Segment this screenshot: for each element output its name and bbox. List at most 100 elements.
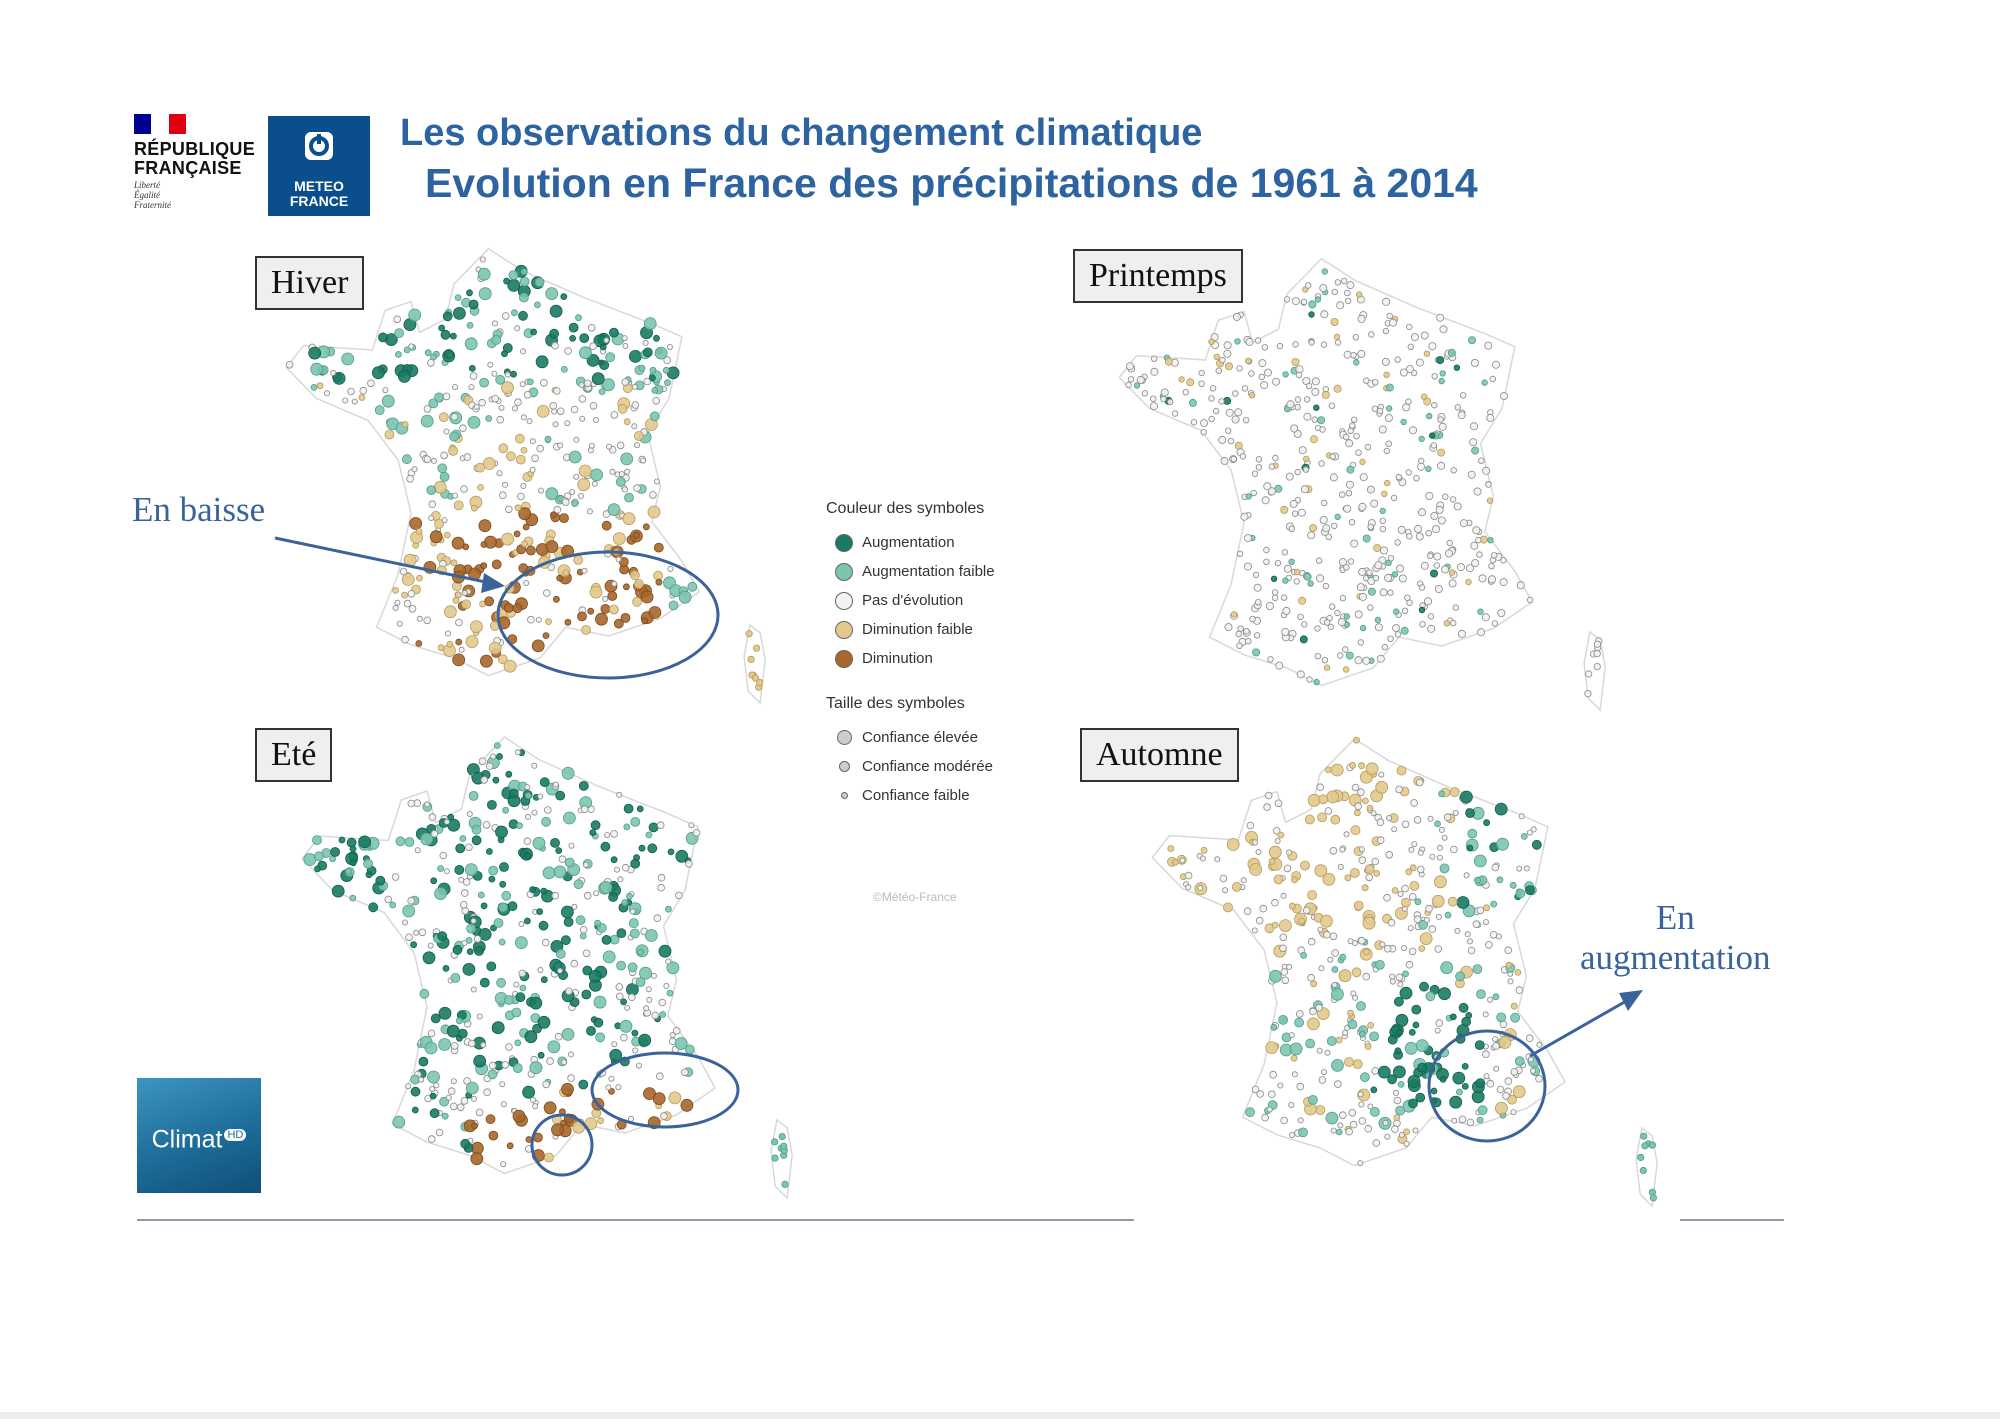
station-dot <box>491 370 498 377</box>
station-dot <box>480 776 489 784</box>
station-dot <box>473 935 482 943</box>
station-dot <box>1449 787 1460 797</box>
station-dot <box>443 605 457 619</box>
station-dot <box>1399 368 1408 377</box>
station-dot <box>1387 589 1394 596</box>
station-dot <box>545 487 559 501</box>
station-dot <box>1311 377 1320 386</box>
station-dot <box>1403 1128 1410 1136</box>
station-dot <box>1409 864 1417 872</box>
station-dot <box>1474 876 1481 884</box>
station-dot <box>653 570 663 581</box>
station-dot <box>526 545 536 556</box>
station-dot <box>323 390 330 397</box>
station-dot <box>488 1130 499 1141</box>
station-dot <box>1182 389 1189 396</box>
station-dot <box>1271 594 1279 601</box>
page-title: Les observations du changement climatiqu… <box>400 112 1203 154</box>
station-dot <box>1371 1067 1379 1075</box>
station-dot <box>1255 849 1262 856</box>
station-dot <box>1244 357 1252 364</box>
station-dot <box>1398 574 1407 583</box>
station-dot <box>638 844 646 852</box>
station-dot <box>439 471 450 482</box>
station-dot <box>447 1087 456 1095</box>
legend-size-label: Confiance élevée <box>862 729 978 746</box>
station-dot <box>1419 981 1429 992</box>
station-dot <box>430 877 438 885</box>
station-dot <box>414 847 421 854</box>
winter-south-ellipse <box>496 550 720 680</box>
station-dot <box>1456 1088 1463 1096</box>
station-dot <box>1380 546 1389 555</box>
station-dot <box>1347 1009 1354 1017</box>
station-dot <box>611 580 618 587</box>
station-dot <box>1477 628 1486 637</box>
station-dot <box>1200 855 1207 862</box>
station-dot <box>1234 408 1243 417</box>
station-dot <box>645 929 658 942</box>
station-dot <box>479 256 486 263</box>
station-dot <box>1125 381 1132 389</box>
station-dot <box>428 398 439 409</box>
station-dot <box>435 1128 444 1137</box>
station-dot <box>416 574 423 582</box>
station-dot <box>578 781 589 791</box>
station-dot <box>1127 376 1135 383</box>
station-dot <box>1263 546 1270 554</box>
station-dot <box>1289 499 1298 508</box>
station-dot <box>1640 1132 1648 1140</box>
station-dot <box>1266 1106 1273 1113</box>
climat-hd-logo: Climat HD <box>137 1078 261 1193</box>
station-dot <box>508 270 519 281</box>
station-dot <box>1434 1027 1441 1034</box>
station-dot <box>658 998 667 1007</box>
station-dot <box>452 653 466 667</box>
station-dot <box>1379 517 1386 524</box>
station-dot <box>1333 333 1341 341</box>
station-dot <box>685 859 693 868</box>
station-dot <box>542 632 550 639</box>
augmentation-arrow-head <box>1619 990 1643 1011</box>
station-dot <box>1406 533 1413 540</box>
station-dot <box>1293 578 1300 585</box>
station-dot <box>1476 551 1483 558</box>
station-dot <box>443 868 450 875</box>
station-dot <box>410 941 418 949</box>
station-dot <box>1399 986 1413 1000</box>
station-dot <box>1251 1085 1260 1094</box>
station-dot <box>641 617 649 625</box>
station-dot <box>1343 504 1352 513</box>
station-dot <box>640 457 647 464</box>
station-dot <box>537 967 544 974</box>
station-dot <box>1249 615 1256 623</box>
station-dot <box>1252 648 1261 657</box>
station-dot <box>1197 884 1204 891</box>
station-dot <box>1466 1118 1475 1127</box>
station-dot <box>465 843 473 852</box>
station-dot <box>582 965 593 976</box>
station-dot <box>609 934 620 945</box>
station-dot <box>578 464 592 478</box>
station-dot <box>1331 949 1339 957</box>
station-dot <box>310 383 318 391</box>
station-dot <box>1420 561 1429 570</box>
station-dot <box>531 809 538 816</box>
station-dot <box>1411 841 1418 848</box>
station-dot <box>1364 1043 1372 1050</box>
station-dot <box>511 309 518 317</box>
station-dot <box>505 1043 513 1051</box>
station-dot <box>1337 863 1344 870</box>
station-dot <box>1258 373 1265 381</box>
station-dot <box>643 377 652 386</box>
legend-color-swatch <box>835 533 853 552</box>
station-dot <box>285 360 294 369</box>
station-dot <box>439 1096 450 1107</box>
station-dot <box>1427 815 1434 822</box>
station-dot <box>648 822 659 833</box>
station-dot <box>1186 378 1195 387</box>
station-dot <box>519 984 527 992</box>
station-dot <box>1516 581 1525 590</box>
station-dot <box>1407 1075 1421 1088</box>
station-dot <box>518 507 532 521</box>
